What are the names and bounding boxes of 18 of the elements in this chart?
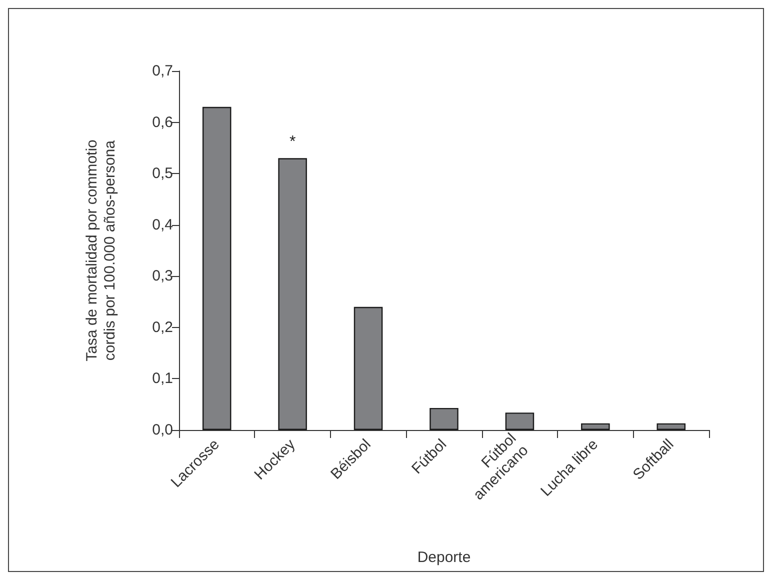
bar bbox=[505, 412, 534, 430]
bar bbox=[202, 106, 232, 430]
y-tick-label: 0,1 bbox=[152, 370, 173, 388]
x-axis-title: Deporte bbox=[417, 549, 471, 566]
y-tick-label: 0,5 bbox=[152, 165, 173, 182]
y-tick-label: 0,7 bbox=[152, 62, 173, 80]
y-tick-label: 0,0 bbox=[152, 422, 173, 438]
bar bbox=[656, 423, 686, 430]
bar bbox=[430, 408, 458, 430]
y-axis-title: Tasa de mortalidad por commotio cordis por 100.000 años-persona bbox=[84, 140, 118, 362]
y-tick-label: 0,6 bbox=[152, 114, 173, 131]
y-tick-label: 0,3 bbox=[152, 268, 173, 285]
y-tick-label: 0,4 bbox=[152, 216, 173, 234]
annotation: * bbox=[289, 134, 296, 151]
bar bbox=[581, 423, 610, 430]
bar bbox=[354, 306, 383, 430]
bar bbox=[278, 158, 307, 430]
y-tick-label: 0,2 bbox=[152, 318, 173, 336]
